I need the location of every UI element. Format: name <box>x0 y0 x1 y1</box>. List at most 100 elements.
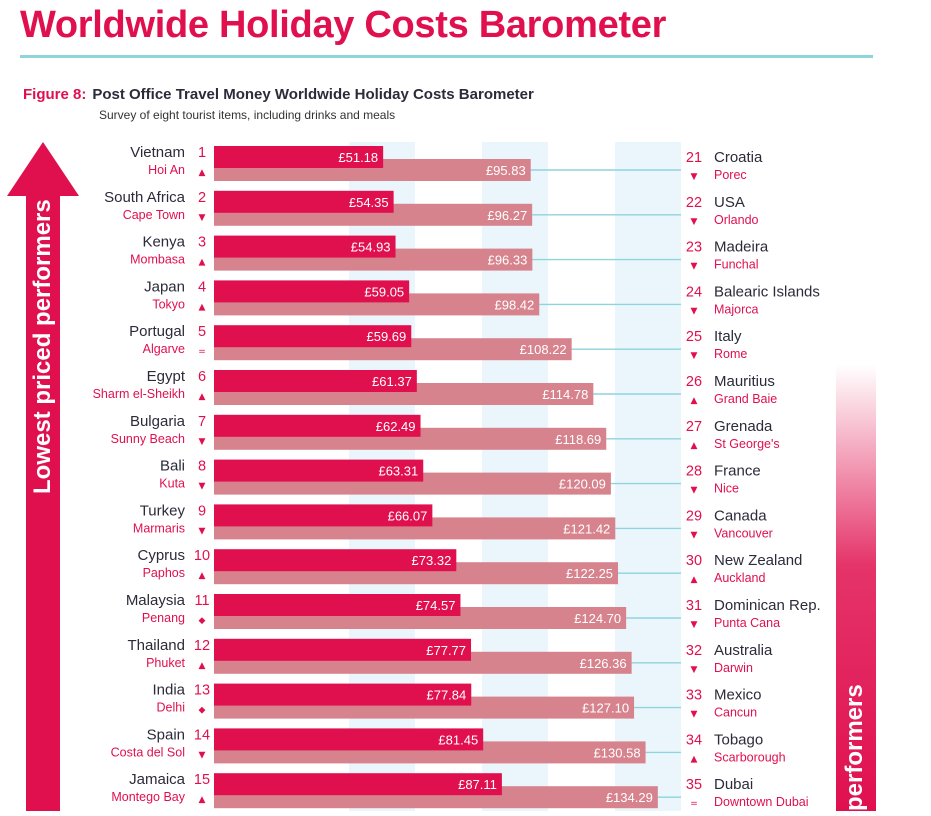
trend-down-icon: ▼ <box>691 306 698 316</box>
bar-low <box>214 683 472 706</box>
trend-up-icon: ▲ <box>691 441 698 451</box>
city-label: Algarve <box>143 342 185 356</box>
trend-new-icon: ◆ <box>199 706 206 716</box>
trend-down-icon: ▼ <box>199 526 206 536</box>
rank-number: 10 <box>194 548 210 564</box>
rank-number: 24 <box>686 284 702 300</box>
trend-down-icon: ▼ <box>199 750 206 760</box>
title-divider <box>20 55 873 58</box>
bar-value-label: £81.45 <box>438 732 478 747</box>
rank-number: 33 <box>686 688 702 704</box>
country-label: Mauritius <box>714 373 775 390</box>
rank-number: 27 <box>686 419 702 435</box>
country-label: Mexico <box>714 687 762 704</box>
trend-same-icon: = <box>198 347 206 357</box>
bar-low <box>214 146 384 168</box>
bar-value-label: £77.84 <box>426 688 466 703</box>
rank-number: 1 <box>198 145 206 161</box>
trend-up-icon: ▲ <box>199 571 206 581</box>
rank-number: 6 <box>198 369 206 385</box>
trend-up-icon: ▲ <box>691 396 698 406</box>
country-label: Balearic Islands <box>714 283 820 300</box>
rank-number: 13 <box>194 683 210 699</box>
bar-value-label: £73.32 <box>412 553 452 568</box>
trend-up-icon: ▲ <box>199 168 206 178</box>
bar-value-label: £54.93 <box>351 240 391 255</box>
trend-down-icon: ▼ <box>691 262 698 272</box>
bar-low <box>214 370 417 392</box>
bar-value-label: £87.11 <box>458 777 497 792</box>
country-label: Japan <box>144 278 185 295</box>
city-label: Scarborough <box>714 750 786 764</box>
country-label: Tobago <box>714 731 763 748</box>
rank-number: 5 <box>198 324 206 340</box>
bar-low <box>214 459 424 482</box>
bar-value-label: £127.10 <box>582 701 629 716</box>
city-label: Nice <box>714 482 739 496</box>
rank-number: 21 <box>686 150 702 166</box>
gradient-bar-icon <box>836 365 876 811</box>
rank-number: 34 <box>686 732 702 748</box>
country-label: Canada <box>714 507 767 524</box>
trend-down-icon: ▼ <box>691 530 698 540</box>
country-label: Jamaica <box>129 771 186 788</box>
country-label: Portugal <box>129 323 185 340</box>
bar-value-label: £118.69 <box>555 432 601 447</box>
rank-number: 25 <box>686 329 702 345</box>
country-label: Kenya <box>142 234 185 251</box>
trend-down-icon: ▼ <box>199 213 206 223</box>
country-label: Bulgaria <box>130 413 186 430</box>
trend-down-icon: ▼ <box>691 665 698 675</box>
bar-value-label: £124.70 <box>574 611 621 626</box>
bar-low <box>214 504 433 527</box>
country-label: Spain <box>147 726 185 743</box>
city-label: Vancouver <box>714 526 773 540</box>
bar-low <box>214 638 472 661</box>
city-label: Kuta <box>159 477 185 491</box>
rank-number: 35 <box>686 777 702 793</box>
city-label: Tokyo <box>152 297 185 311</box>
rank-number: 22 <box>686 195 702 211</box>
rank-number: 4 <box>198 279 206 295</box>
bar-low <box>214 235 396 258</box>
trend-up-icon: ▲ <box>199 661 206 671</box>
country-label: Madeira <box>714 239 769 256</box>
trend-same-icon: = <box>690 799 698 809</box>
country-label: South Africa <box>104 189 186 206</box>
bar-value-label: £77.77 <box>426 643 466 658</box>
trend-down-icon: ▼ <box>691 620 698 630</box>
bar-value-label: £121.42 <box>563 521 610 536</box>
city-label: Darwin <box>714 661 753 675</box>
rank-number: 28 <box>686 464 702 480</box>
city-label: Delhi <box>157 701 186 715</box>
city-label: Downtown Dubai <box>714 795 809 809</box>
bar-value-label: £114.78 <box>542 387 588 402</box>
bar-value-label: £54.35 <box>349 195 389 210</box>
country-label: Vietnam <box>130 144 185 161</box>
bar-value-label: £126.36 <box>580 656 627 671</box>
country-label: Malaysia <box>126 592 186 609</box>
rank-number: 8 <box>198 459 206 475</box>
city-label: Hoi An <box>148 163 185 177</box>
bar-low <box>214 190 394 213</box>
bar-value-label: £59.69 <box>367 329 407 344</box>
bar-value-label: £74.57 <box>416 598 456 613</box>
trend-up-icon: ▲ <box>691 754 698 764</box>
trend-down-icon: ▼ <box>691 351 698 361</box>
city-label: Mombasa <box>130 253 185 267</box>
bar-value-label: £62.49 <box>376 419 416 434</box>
city-label: Cancun <box>714 706 757 720</box>
rank-number: 15 <box>194 772 210 788</box>
bar-value-label: £130.58 <box>594 745 641 760</box>
rank-number: 32 <box>686 643 702 659</box>
bar-low <box>214 280 410 303</box>
trend-up-icon: ▲ <box>199 302 206 312</box>
country-label: Turkey <box>140 502 186 519</box>
bar-value-label: £108.22 <box>520 342 567 357</box>
bar-low <box>214 549 457 572</box>
country-label: Bali <box>160 458 185 475</box>
city-label: Punta Cana <box>714 616 780 630</box>
up-arrow-icon <box>7 142 79 811</box>
bar-low <box>214 594 461 616</box>
trend-down-icon: ▼ <box>199 437 206 447</box>
